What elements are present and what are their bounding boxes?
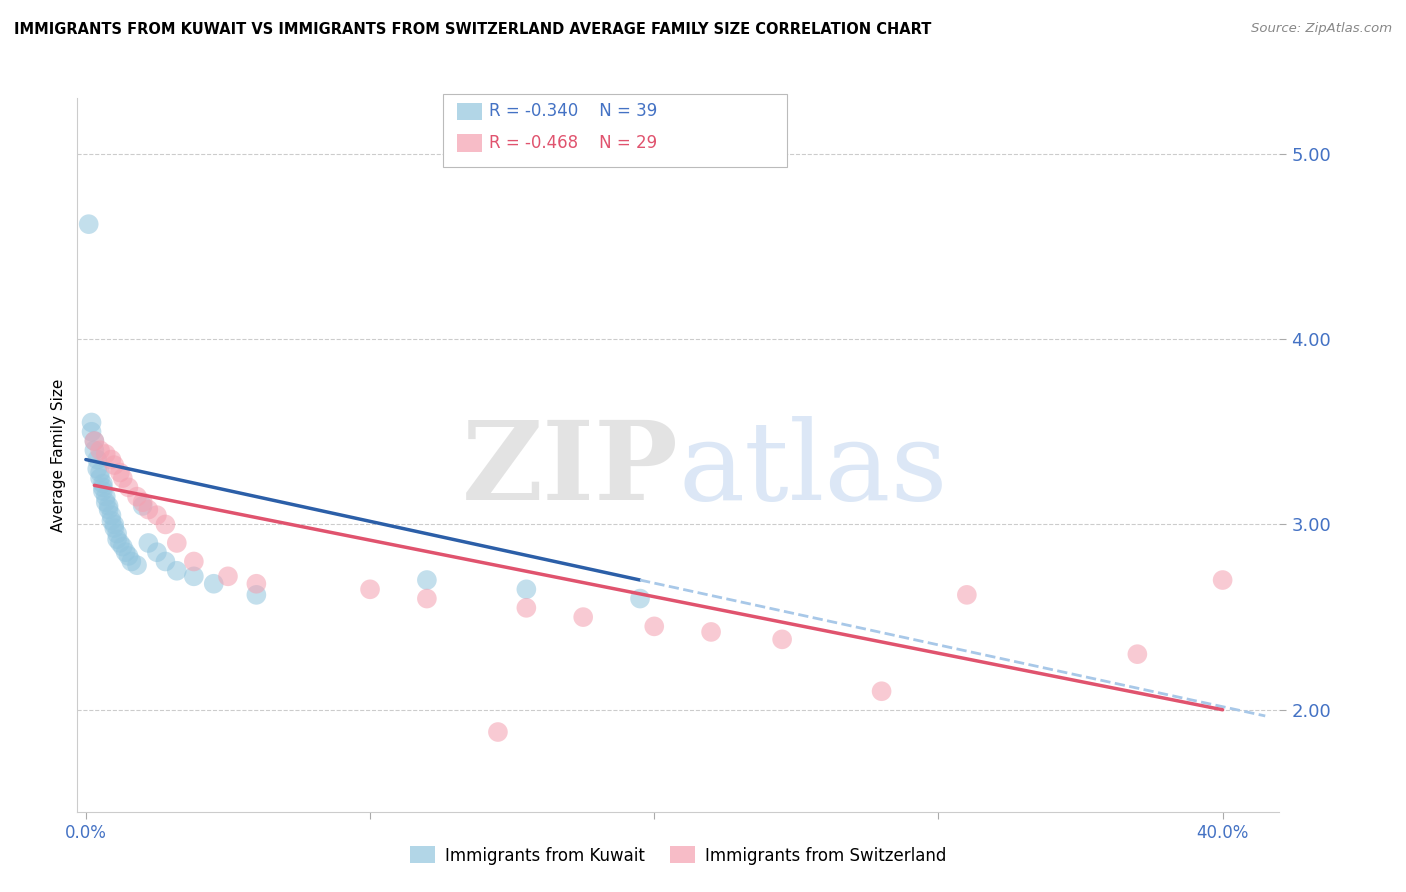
- Text: Source: ZipAtlas.com: Source: ZipAtlas.com: [1251, 22, 1392, 36]
- Point: [111, 471, 134, 485]
- Y-axis label: Average Family Size: Average Family Size: [51, 378, 66, 532]
- Point: [97, 499, 120, 513]
- Point: [245, 588, 267, 602]
- Point: [83, 443, 105, 458]
- Point: [100, 514, 122, 528]
- Legend: Immigrants from Kuwait, Immigrants from Switzerland: Immigrants from Kuwait, Immigrants from …: [404, 839, 953, 871]
- Point: [89, 471, 111, 485]
- Text: IMMIGRANTS FROM KUWAIT VS IMMIGRANTS FROM SWITZERLAND AVERAGE FAMILY SIZE CORREL: IMMIGRANTS FROM KUWAIT VS IMMIGRANTS FRO…: [14, 22, 931, 37]
- Text: R = -0.340    N = 39: R = -0.340 N = 39: [489, 103, 658, 120]
- Point: [125, 558, 148, 573]
- Point: [700, 624, 723, 639]
- Point: [515, 600, 537, 615]
- Point: [108, 536, 131, 550]
- Point: [515, 582, 537, 597]
- Point: [1126, 647, 1149, 661]
- Point: [416, 591, 439, 606]
- Point: [91, 480, 114, 494]
- Point: [77, 217, 100, 231]
- Point: [83, 434, 105, 448]
- Text: R = -0.468    N = 29: R = -0.468 N = 29: [489, 134, 658, 152]
- Point: [572, 610, 595, 624]
- Point: [103, 517, 125, 532]
- Point: [120, 554, 142, 568]
- Point: [956, 588, 979, 602]
- Point: [111, 540, 134, 554]
- Point: [628, 591, 651, 606]
- Point: [245, 576, 267, 591]
- Point: [202, 576, 225, 591]
- Point: [108, 466, 131, 480]
- Point: [86, 452, 108, 467]
- Point: [125, 490, 148, 504]
- Point: [166, 564, 188, 578]
- Point: [94, 495, 117, 509]
- Point: [183, 569, 205, 583]
- Point: [100, 508, 122, 523]
- Point: [105, 533, 128, 547]
- Point: [217, 569, 239, 583]
- Point: [166, 536, 188, 550]
- Point: [138, 502, 160, 516]
- Point: [105, 526, 128, 541]
- Point: [155, 554, 177, 568]
- Point: [131, 499, 153, 513]
- Point: [86, 462, 108, 476]
- Point: [117, 549, 139, 563]
- Point: [94, 490, 117, 504]
- Point: [91, 476, 114, 491]
- Text: ZIP: ZIP: [461, 416, 679, 523]
- Point: [131, 495, 153, 509]
- Point: [770, 632, 793, 647]
- Text: atlas: atlas: [679, 416, 948, 523]
- Point: [80, 416, 103, 430]
- Point: [80, 425, 103, 439]
- Point: [870, 684, 893, 698]
- Point: [94, 447, 117, 461]
- Point: [1212, 573, 1234, 587]
- Point: [416, 573, 439, 587]
- Point: [100, 452, 122, 467]
- Point: [138, 536, 160, 550]
- Point: [91, 484, 114, 499]
- Point: [117, 480, 139, 494]
- Point: [83, 434, 105, 448]
- Point: [103, 458, 125, 472]
- Point: [97, 502, 120, 516]
- Point: [89, 466, 111, 480]
- Point: [183, 554, 205, 568]
- Point: [103, 521, 125, 535]
- Point: [359, 582, 381, 597]
- Point: [643, 619, 665, 633]
- Point: [89, 443, 111, 458]
- Point: [146, 508, 169, 523]
- Point: [146, 545, 169, 559]
- Point: [114, 545, 136, 559]
- Point: [486, 725, 509, 739]
- Point: [155, 517, 177, 532]
